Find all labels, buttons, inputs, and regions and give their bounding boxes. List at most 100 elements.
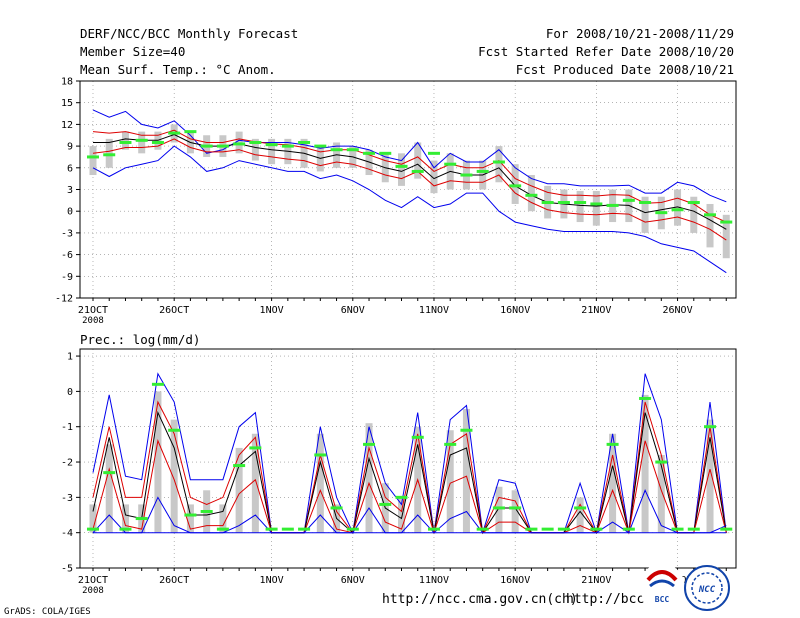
temp-obs-marker — [427, 151, 440, 155]
temp-obs-marker — [557, 201, 570, 205]
prec-ytick-label: -1 — [61, 422, 73, 433]
temp-obs-marker — [541, 201, 554, 205]
prec-xtick-label: 21OCT — [78, 575, 108, 586]
prec-obs-marker — [379, 502, 392, 506]
prec-obs-marker — [622, 527, 635, 531]
temp-obs-marker — [249, 140, 262, 144]
temp-spread-box — [251, 138, 259, 161]
temp-obs-marker — [216, 144, 229, 148]
temp-obs-marker — [704, 213, 717, 217]
temp-spread-box — [495, 146, 503, 183]
temp-xtick-label: 26NOV — [662, 305, 692, 316]
header-member-size: Member Size=40 — [80, 44, 185, 59]
prec-spread-box — [495, 486, 503, 533]
prec-ytick-label: -3 — [61, 493, 73, 504]
prec-xtick-label: 6NOV — [341, 575, 365, 586]
temp-obs-marker — [671, 208, 684, 212]
url-bcc[interactable]: http://bcc. — [566, 592, 652, 607]
temp-series-mean — [93, 133, 727, 230]
temp-obs-marker — [281, 144, 294, 148]
temp-ytick-label: -9 — [61, 272, 73, 283]
prec-obs-marker — [265, 527, 278, 531]
temp-spread-box — [138, 131, 146, 154]
temp-ytick-label: 3 — [67, 185, 73, 196]
prec-obs-marker — [509, 506, 522, 510]
prec-obs-marker — [135, 517, 148, 521]
prec-frame — [79, 348, 737, 569]
bcc-logo-text: BCC — [655, 595, 670, 604]
temp-obs-marker — [330, 148, 343, 152]
prec-obs-marker — [444, 442, 457, 446]
temp-obs-marker — [622, 198, 635, 202]
temp-obs-marker — [86, 155, 99, 159]
temp-xtick-year: 2008 — [82, 316, 104, 326]
prec-ytick-label: 1 — [67, 352, 73, 363]
temp-xtick-label: 26OCT — [159, 305, 189, 316]
temp-obs-marker — [655, 211, 668, 215]
prec-obs-marker — [476, 527, 489, 531]
prec-obs-marker — [330, 506, 343, 510]
prec-spread-box — [105, 444, 113, 533]
temp-obs-marker — [184, 130, 197, 134]
temp-obs-marker — [639, 201, 652, 205]
temp-series-min — [92, 145, 727, 274]
prec-spread-box — [219, 504, 227, 533]
prec-spread-box — [446, 430, 454, 533]
prec-obs-marker — [363, 442, 376, 446]
temp-xtick-label: 11NOV — [419, 305, 449, 316]
temp-spread-box — [722, 214, 730, 259]
prec-obs-marker — [249, 446, 262, 450]
bcc-logo: BCC — [639, 563, 685, 609]
prec-obs-marker — [314, 453, 327, 457]
ncc-logo-text: NCC — [698, 585, 716, 595]
prec-obs-marker — [151, 382, 164, 386]
temp-obs-marker — [314, 144, 327, 148]
prec-spread-box — [706, 419, 714, 533]
temp-obs-marker — [476, 169, 489, 173]
temp-spread-box — [414, 142, 422, 179]
temp-obs-marker — [492, 160, 505, 164]
temp-series-p75 — [92, 129, 727, 223]
url-ncc[interactable]: http://ncc.cma.gov.cn(ch) — [382, 592, 578, 607]
prec-spread-box — [316, 433, 324, 533]
temp-obs-marker — [119, 140, 132, 144]
prec-spread-box — [641, 394, 649, 533]
temp-obs-marker — [687, 201, 700, 205]
prec-obs-marker — [671, 527, 684, 531]
temp-spread-box — [430, 160, 438, 194]
prec-obs-marker — [704, 425, 717, 429]
prec-obs-marker — [574, 506, 587, 510]
temp-spread-box — [398, 153, 406, 186]
prec-obs-marker — [687, 527, 700, 531]
header-start-date: Fcst Started Refer Date 2008/10/20 — [478, 44, 734, 59]
temp-spread-box — [511, 164, 519, 204]
temp-obs-marker — [363, 151, 376, 155]
prec-ytick-label: -5 — [61, 564, 73, 575]
prec-obs-marker — [460, 428, 473, 432]
prec-obs-marker — [655, 460, 668, 464]
prec-obs-marker — [541, 527, 554, 531]
prec-spread-box — [170, 419, 178, 533]
prec-spread-box — [609, 433, 617, 533]
temp-obs-marker — [168, 131, 181, 135]
temp-xtick-label: 1NOV — [260, 305, 284, 316]
temp-spread-box — [706, 203, 714, 248]
temp-ytick-label: 9 — [67, 142, 73, 153]
prec-spread-box — [511, 490, 519, 533]
prec-obs-marker — [395, 495, 408, 499]
prec-spread-box — [251, 433, 259, 533]
prec-obs-marker — [720, 527, 733, 531]
temp-series-p25 — [92, 138, 727, 241]
temp-obs-marker — [395, 164, 408, 168]
prec-obs-marker — [427, 527, 440, 531]
temp-obs-marker — [103, 153, 116, 157]
header-variable-temp: Mean Surf. Temp.: °C Anom. — [80, 62, 276, 77]
prec-spread-box — [462, 409, 470, 533]
prec-xtick-label: 16NOV — [500, 575, 530, 586]
prec-ytick-label: -4 — [61, 528, 73, 539]
prec-spread-box — [235, 447, 243, 533]
prec-obs-marker — [411, 435, 424, 439]
temp-spread-box — [268, 138, 276, 165]
